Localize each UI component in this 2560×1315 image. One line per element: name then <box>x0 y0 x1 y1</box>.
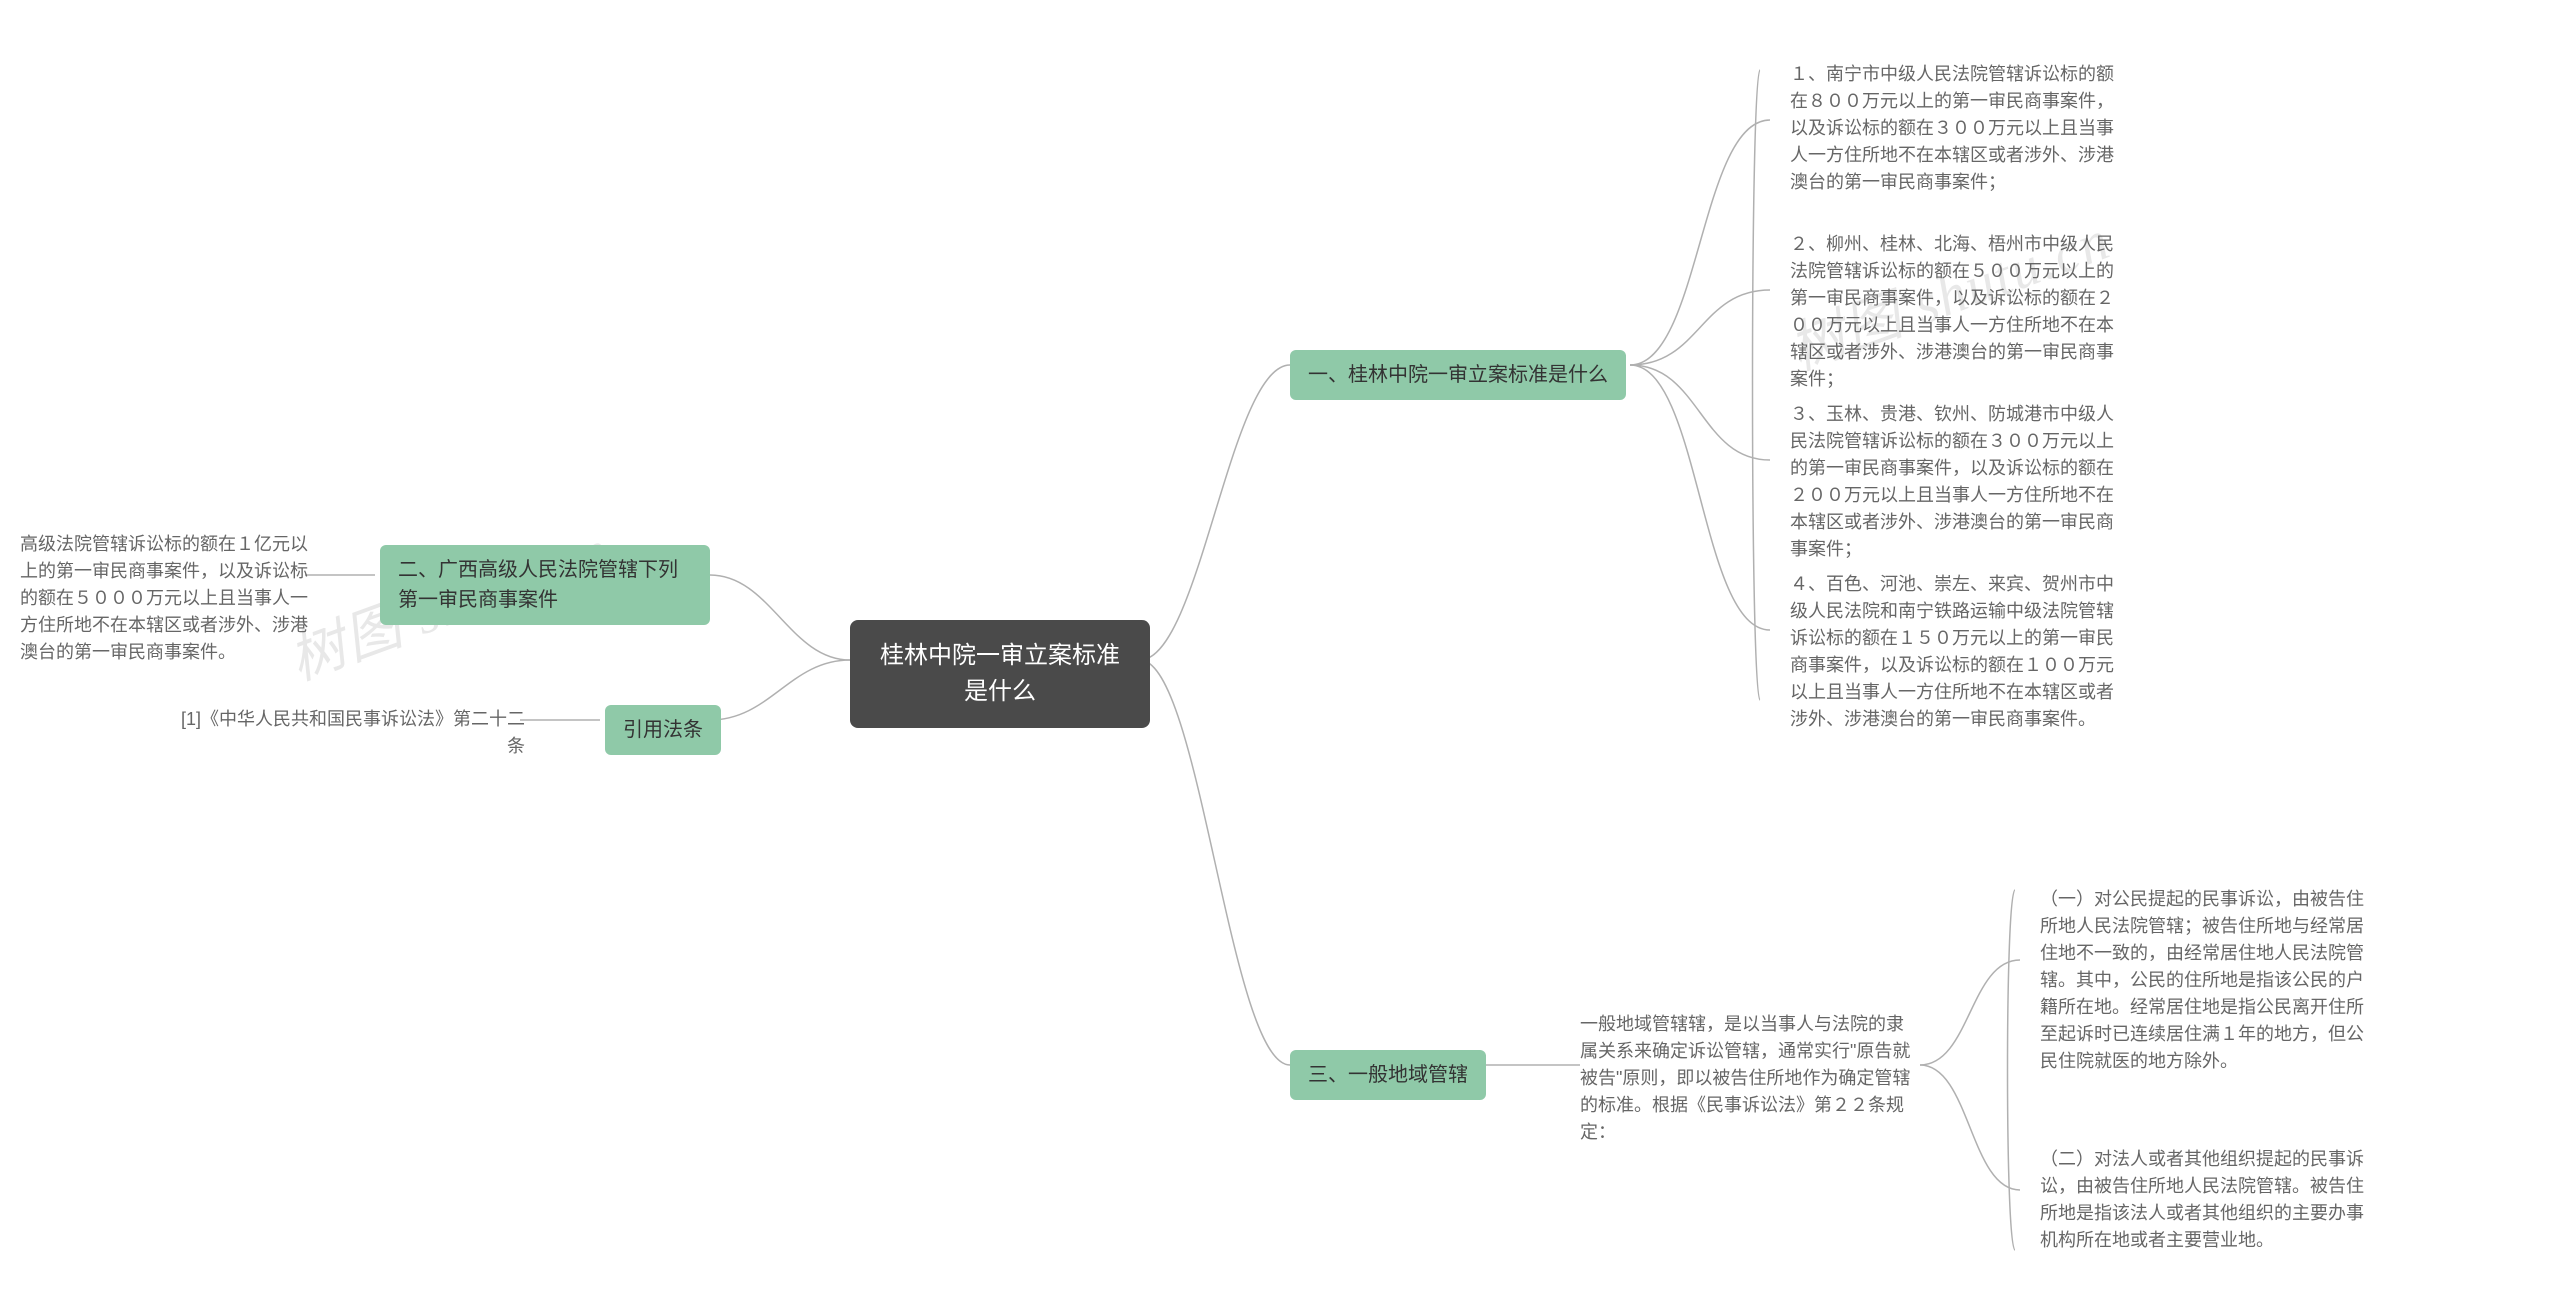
branch-ref: 引用法条 <box>605 705 721 755</box>
branch-label: 二、广西高级人民法院管辖下列第一审民商事案件 <box>398 559 678 611</box>
leaf-text: [1]《中华人民共和国民事诉讼法》第二十二条 <box>181 709 525 756</box>
leaf-text: 一般地域管辖辖，是以当事人与法院的隶属关系来确定诉讼管辖，通常实行"原告就被告"… <box>1580 1014 1910 1142</box>
connector-lines <box>0 0 2560 1315</box>
leaf-text: １、南宁市中级人民法院管辖诉讼标的额在８００万元以上的第一审民商事案件，以及诉讼… <box>1790 64 2114 192</box>
root-node: 桂林中院一审立案标准是什么 <box>850 620 1150 728</box>
branch-label: 引用法条 <box>623 719 703 741</box>
leaf-text: ４、百色、河池、崇左、来宾、贺州市中级人民法院和南宁铁路运输中级法院管辖诉讼标的… <box>1790 574 2114 729</box>
branch-section2: 二、广西高级人民法院管辖下列第一审民商事案件 <box>380 545 710 625</box>
root-label: 桂林中院一审立案标准是什么 <box>880 642 1120 705</box>
branch-label: 一、桂林中院一审立案标准是什么 <box>1308 364 1608 386</box>
leaf-s3-mid: 一般地域管辖辖，是以当事人与法院的隶属关系来确定诉讼管辖，通常实行"原告就被告"… <box>1580 1005 1920 1152</box>
leaf-ref: [1]《中华人民共和国民事诉讼法》第二十二条 <box>175 700 525 766</box>
branch-section1: 一、桂林中院一审立案标准是什么 <box>1290 350 1626 400</box>
leaf-s1-4: ４、百色、河池、崇左、来宾、贺州市中级人民法院和南宁铁路运输中级法院管辖诉讼标的… <box>1790 565 2130 739</box>
leaf-text: （一）对公民提起的民事诉讼，由被告住所地人民法院管辖；被告住所地与经常居住地不一… <box>2040 889 2364 1071</box>
leaf-s2: 高级法院管辖诉讼标的额在１亿元以上的第一审民商事案件，以及诉讼标的额在５０００万… <box>20 525 310 672</box>
branch-section3: 三、一般地域管辖 <box>1290 1050 1486 1100</box>
leaf-s1-3: ３、玉林、贵港、钦州、防城港市中级人民法院管辖诉讼标的额在３００万元以上的第一审… <box>1790 395 2130 569</box>
leaf-s3-1: （一）对公民提起的民事诉讼，由被告住所地人民法院管辖；被告住所地与经常居住地不一… <box>2040 880 2380 1081</box>
leaf-s1-2: ２、柳州、桂林、北海、梧州市中级人民法院管辖诉讼标的额在５００万元以上的第一审民… <box>1790 225 2130 399</box>
leaf-text: 高级法院管辖诉讼标的额在１亿元以上的第一审民商事案件，以及诉讼标的额在５０００万… <box>20 534 308 662</box>
branch-label: 三、一般地域管辖 <box>1308 1064 1468 1086</box>
leaf-s3-2: （二）对法人或者其他组织提起的民事诉讼，由被告住所地人民法院管辖。被告住所地是指… <box>2040 1140 2380 1260</box>
leaf-text: ３、玉林、贵港、钦州、防城港市中级人民法院管辖诉讼标的额在３００万元以上的第一审… <box>1790 404 2114 559</box>
leaf-text: ２、柳州、桂林、北海、梧州市中级人民法院管辖诉讼标的额在５００万元以上的第一审民… <box>1790 234 2114 389</box>
leaf-s1-1: １、南宁市中级人民法院管辖诉讼标的额在８００万元以上的第一审民商事案件，以及诉讼… <box>1790 55 2130 202</box>
leaf-text: （二）对法人或者其他组织提起的民事诉讼，由被告住所地人民法院管辖。被告住所地是指… <box>2040 1149 2364 1250</box>
